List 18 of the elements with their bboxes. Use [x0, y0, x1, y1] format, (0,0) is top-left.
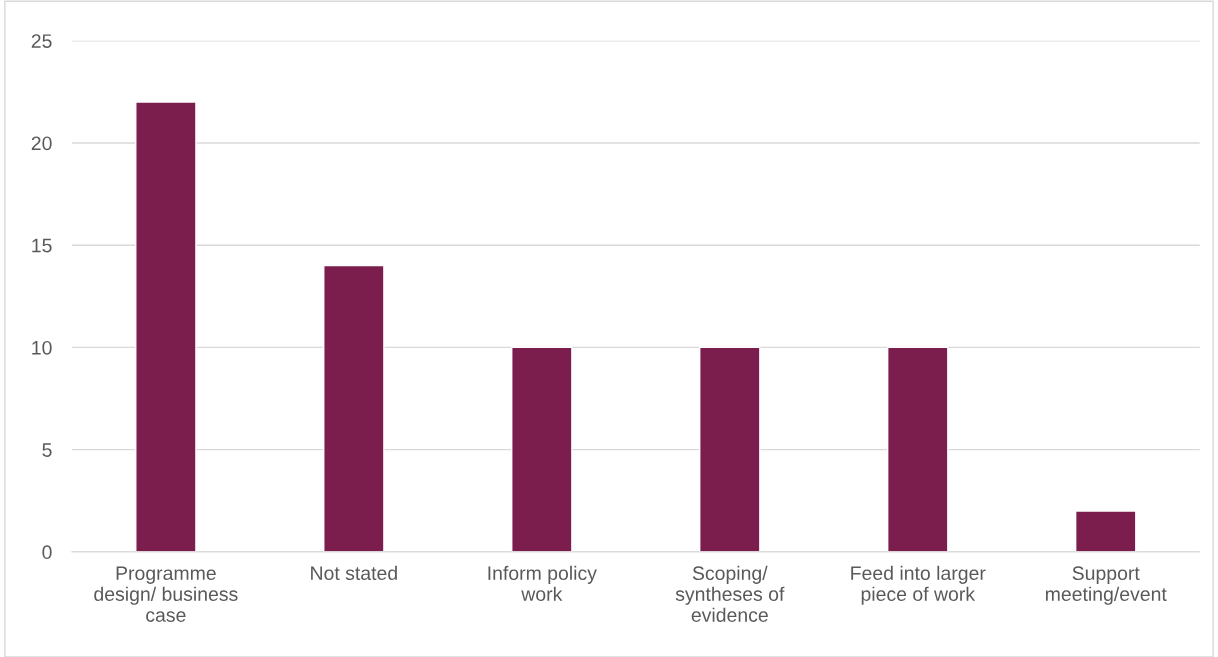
- bar: [323, 264, 385, 552]
- y-tick-label: 5: [42, 443, 52, 457]
- y-tick-label: 20: [31, 136, 52, 151]
- y-tick-label: 10: [32, 340, 52, 355]
- x-tick-label: Scoping/ syntheses of evidence: [675, 565, 785, 622]
- y-tick-label: 25: [31, 34, 52, 48]
- x-tick-label: Programme design/ business case: [94, 566, 238, 622]
- x-tick-label: Inform policy work: [488, 565, 597, 601]
- bar: [886, 346, 949, 552]
- bar: [511, 346, 573, 552]
- y-tick-label: 15: [32, 238, 52, 253]
- x-tick-label: Not stated: [311, 565, 397, 581]
- y-tick-label: 0: [42, 545, 52, 560]
- x-tick-label: Support meeting/event: [1045, 566, 1167, 605]
- bar: [699, 346, 761, 552]
- bar: [135, 101, 197, 552]
- x-tick-label: Feed into larger piece of work: [851, 565, 986, 605]
- bar: [1074, 510, 1137, 552]
